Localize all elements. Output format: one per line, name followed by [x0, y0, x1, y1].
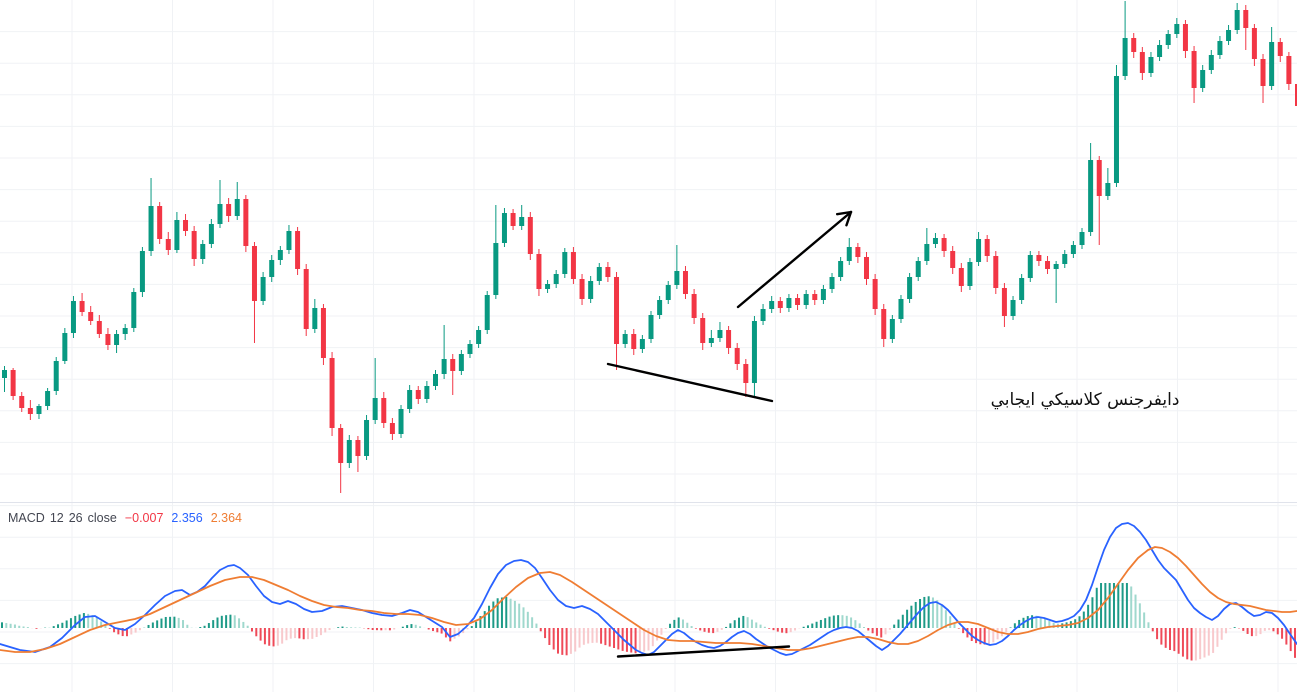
- divergence-annotation-text[interactable]: دايفرجنس كلاسيكي ايجابي: [990, 390, 1180, 410]
- macd-signal-value: 2.364: [210, 511, 242, 525]
- up-arrow-shaft[interactable]: [736, 210, 853, 309]
- macd-histogram: [1, 583, 1296, 661]
- macd-histogram-value: −0.007: [124, 511, 164, 525]
- up-arrow-head-upper[interactable]: [845, 210, 853, 227]
- macd-param-fast: 12: [49, 511, 64, 525]
- macd-signal-line[interactable]: [0, 546, 1297, 653]
- macd-indicator-legend[interactable]: MACD 12 26 close −0.007 2.356 2.364: [8, 511, 242, 525]
- macd-line[interactable]: [0, 522, 1297, 656]
- price-candlestick-series: [2, 1, 1297, 493]
- price-divergence-trendline[interactable]: [606, 362, 774, 403]
- macd-param-slow: 26: [68, 511, 83, 525]
- up-arrow-head-lower[interactable]: [835, 210, 853, 216]
- macd-line-value: 2.356: [171, 511, 203, 525]
- macd-divergence-trendline[interactable]: [616, 645, 791, 658]
- macd-indicator-name: MACD: [8, 511, 45, 525]
- macd-param-source: close: [87, 511, 117, 525]
